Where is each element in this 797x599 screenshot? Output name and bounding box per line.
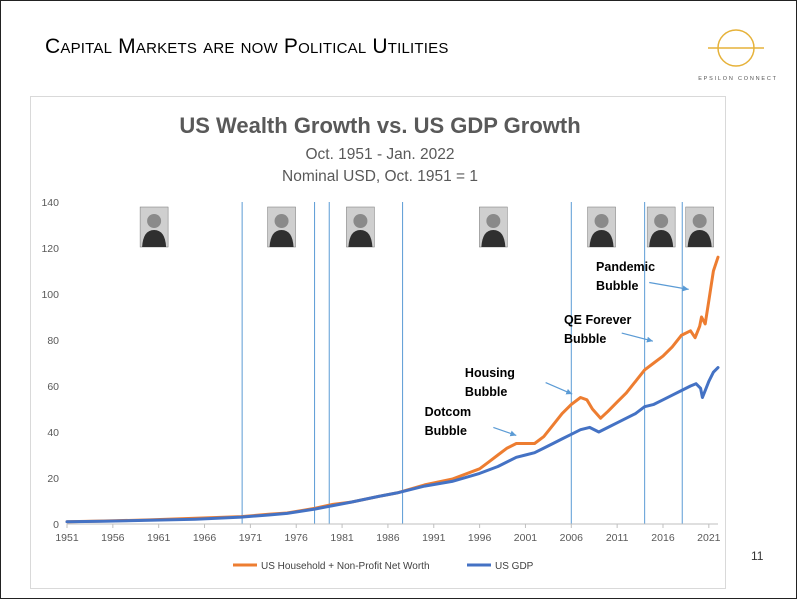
chart-subtitle-line-2: Nominal USD, Oct. 1951 = 1	[282, 168, 478, 185]
portrait-head	[353, 214, 368, 228]
portrait-head	[692, 214, 707, 228]
y-tick-label: 140	[41, 197, 59, 209]
chart-subtitle-line-1: Oct. 1951 - Jan. 2022	[305, 146, 454, 163]
annotation-label: Dotcom	[425, 405, 472, 419]
chart-panel: US Wealth Growth vs. US GDP Growth Oct. …	[30, 96, 726, 589]
x-tick-label: 1996	[468, 532, 492, 544]
x-tick-label: 1966	[193, 532, 217, 544]
y-tick-label: 100	[41, 289, 59, 301]
portrait-icon-3	[346, 206, 375, 248]
x-tick-label: 1956	[101, 532, 125, 544]
x-tick-label: 1976	[285, 532, 309, 544]
annotation-label: Bubble	[425, 424, 467, 438]
chart: US Wealth Growth vs. US GDP Growth Oct. …	[41, 113, 721, 572]
annotation-label: Pandemic	[596, 260, 655, 274]
y-tick-label: 120	[41, 243, 59, 255]
legend-label: US Household + Non-Profit Net Worth	[261, 561, 430, 572]
portrait-icon-5	[587, 206, 616, 248]
page-number: 11	[751, 549, 764, 563]
portrait-body	[687, 230, 712, 247]
portrait-icon-6	[646, 206, 676, 248]
annotation-3: QE Forever Bubble	[564, 313, 654, 346]
annotation-label: Bubble	[596, 279, 638, 293]
portrait-body	[481, 230, 506, 247]
x-tick-label: 2006	[560, 532, 584, 544]
logo-text: EPSILON CONNECT	[698, 76, 778, 82]
series-line-net-worth	[65, 255, 720, 524]
annotation-arrow	[621, 332, 654, 343]
annotation-1: Dotcom Bubble	[425, 405, 517, 438]
chart-title: US Wealth Growth vs. US GDP Growth	[179, 113, 580, 138]
portrait-body	[649, 230, 674, 247]
portrait-body	[142, 230, 167, 247]
x-tick-label: 1961	[147, 532, 171, 544]
portrait-body	[348, 230, 373, 247]
annotation-label: QE Forever	[564, 313, 632, 327]
y-tick-label: 60	[47, 381, 59, 393]
portrait-icon-1	[139, 206, 169, 248]
x-tick-label: 2011	[606, 532, 629, 544]
portrait-head	[594, 214, 609, 228]
portrait-body	[589, 230, 614, 247]
y-tick-label: 80	[47, 335, 59, 347]
annotation-arrow	[493, 426, 517, 437]
portrait-head	[147, 214, 162, 228]
epsilon-logo-icon	[708, 29, 764, 67]
legend-label: US GDP	[495, 561, 534, 572]
annotation-4: Pandemic Bubble	[596, 260, 689, 293]
portrait-icon-4	[479, 206, 508, 248]
series-line-gdp	[65, 366, 720, 524]
slide-title: Capital Markets are now Political Utilit…	[45, 35, 449, 58]
portrait-head	[654, 214, 669, 228]
portrait-icon-2	[267, 206, 296, 248]
annotation-arrow	[545, 381, 573, 395]
portrait-icon-7	[685, 206, 714, 248]
y-tick-label: 40	[47, 427, 59, 439]
annotation-label: Bubble	[465, 385, 507, 399]
annotation-label: Housing	[465, 366, 515, 380]
annotation-2: Housing Bubble	[465, 366, 573, 399]
x-tick-label: 2001	[514, 532, 538, 544]
x-tick-label: 2021	[697, 532, 721, 544]
annotation-arrow	[649, 281, 689, 292]
x-tick-label: 1986	[376, 532, 400, 544]
portrait-body	[269, 230, 294, 247]
x-tick-label: 1981	[330, 532, 354, 544]
x-tick-label: 1951	[55, 532, 79, 544]
x-tick-label: 1991	[422, 532, 446, 544]
portrait-head	[274, 214, 289, 228]
x-tick-label: 1971	[239, 532, 263, 544]
portrait-head	[486, 214, 501, 228]
y-tick-label: 0	[53, 519, 59, 531]
annotation-label: Bubble	[564, 332, 606, 346]
y-tick-label: 20	[47, 473, 59, 485]
x-tick-label: 2016	[651, 532, 675, 544]
